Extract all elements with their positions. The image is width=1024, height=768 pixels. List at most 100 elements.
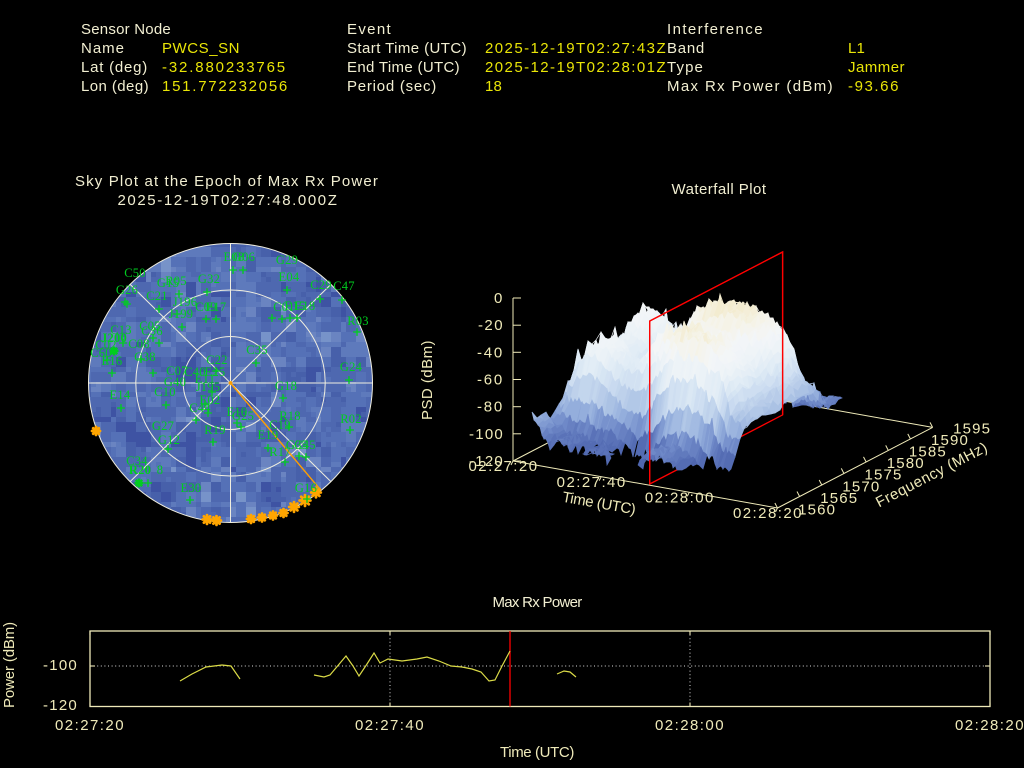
svg-text:C47: C47 [333, 279, 355, 293]
svg-text:2025-12-19T02:28:01Z: 2025-12-19T02:28:01Z [485, 59, 667, 76]
svg-text:Type: Type [667, 59, 704, 76]
svg-text:C19: C19 [269, 418, 291, 432]
svg-text:G26: G26 [116, 283, 138, 297]
svg-text:E16: E16 [102, 354, 123, 368]
svg-text:2025-12-19T02:27:43Z: 2025-12-19T02:27:43Z [485, 40, 667, 57]
svg-text:J196: J196 [173, 295, 198, 309]
svg-text:G32: G32 [198, 272, 220, 286]
svg-text:C05: C05 [139, 319, 161, 333]
svg-text:C40: C40 [184, 365, 206, 379]
svg-text:End Time (UTC): End Time (UTC) [347, 59, 460, 76]
svg-text:1580: 1580 [887, 455, 925, 472]
svg-text:G35: G35 [286, 438, 308, 452]
svg-text:R18: R18 [279, 409, 301, 423]
svg-text:Interference: Interference [667, 21, 764, 38]
svg-text:G29: G29 [276, 253, 298, 267]
svg-text:Name: Name [81, 40, 125, 57]
svg-text:C01: C01 [273, 300, 295, 314]
svg-text:E08: E08 [224, 250, 245, 264]
svg-text:1570: 1570 [842, 478, 880, 495]
svg-text:Waterfall Plot: Waterfall Plot [672, 181, 767, 198]
svg-text:G25: G25 [232, 409, 254, 423]
svg-text:Event: Event [347, 21, 392, 38]
svg-text:G12: G12 [158, 433, 180, 447]
svg-text:151.772232056: 151.772232056 [162, 78, 289, 95]
svg-text:E15: E15 [285, 299, 306, 313]
svg-text:C08: C08 [128, 337, 150, 351]
svg-text:PWCS_SN: PWCS_SN [162, 40, 240, 57]
svg-text:C35: C35 [246, 343, 268, 357]
svg-text:C50: C50 [124, 266, 146, 280]
svg-text:02:27:20: 02:27:20 [469, 458, 539, 475]
svg-text:C21: C21 [146, 289, 168, 303]
svg-text:1575: 1575 [865, 467, 903, 484]
svg-text:Sky Plot at the Epoch of Max R: Sky Plot at the Epoch of Max Rx Power [75, 173, 379, 190]
svg-text:G18: G18 [275, 379, 297, 393]
svg-text:G27: G27 [152, 419, 174, 433]
svg-text:C60: C60 [90, 346, 112, 360]
svg-text:-80: -80 [477, 399, 504, 416]
svg-text:J200: J200 [101, 331, 127, 345]
svg-text:1585: 1585 [909, 444, 947, 461]
svg-text:G15: G15 [157, 276, 179, 290]
svg-text:Max Rx Power: Max Rx Power [492, 594, 582, 611]
svg-text:02:28:00: 02:28:00 [655, 717, 725, 734]
svg-text:R17: R17 [269, 445, 291, 459]
svg-text:E10: E10 [227, 405, 248, 419]
svg-text:1560: 1560 [798, 501, 836, 518]
svg-text:G40: G40 [164, 375, 186, 389]
svg-text:J199: J199 [169, 307, 194, 321]
svg-text:PSD (dBm): PSD (dBm) [419, 340, 436, 420]
svg-text:2025-12-19T02:27:48.000Z: 2025-12-19T02:27:48.000Z [117, 192, 338, 209]
svg-text:1565: 1565 [820, 490, 858, 507]
svg-text:R20: R20 [129, 463, 151, 477]
svg-text:02:27:40: 02:27:40 [557, 474, 627, 491]
svg-text:E19: E19 [258, 428, 279, 442]
svg-text:02:28:00: 02:28:00 [645, 490, 715, 507]
svg-text:Period (sec): Period (sec) [347, 78, 437, 95]
svg-text:02:27:20: 02:27:20 [55, 717, 125, 734]
svg-text:R19: R19 [204, 423, 226, 437]
svg-text:Time (UTC): Time (UTC) [500, 744, 574, 761]
svg-text:-100: -100 [469, 426, 504, 443]
svg-text:E17: E17 [206, 300, 227, 314]
svg-text:-32.880233765: -32.880233765 [162, 59, 287, 76]
svg-text:C38: C38 [134, 350, 156, 364]
svg-text:Sensor Node: Sensor Node [81, 21, 171, 38]
svg-text:02:28:20: 02:28:20 [733, 505, 803, 522]
svg-text:C34: C34 [126, 454, 148, 468]
svg-text:8: 8 [157, 463, 164, 477]
svg-text:R02: R02 [340, 412, 362, 426]
svg-text:Max Rx Power (dBm): Max Rx Power (dBm) [667, 78, 834, 95]
svg-text:C22: C22 [206, 353, 228, 367]
svg-text:L1: L1 [848, 40, 865, 57]
svg-text:G16: G16 [295, 481, 317, 495]
svg-text:02:28:20: 02:28:20 [955, 717, 1024, 734]
svg-text:J195: J195 [196, 380, 221, 394]
svg-text:02:27:40: 02:27:40 [355, 717, 425, 734]
svg-text:E18: E18 [295, 299, 316, 313]
svg-text:G06: G06 [233, 250, 255, 264]
svg-text:1590: 1590 [931, 432, 969, 449]
svg-text:E25: E25 [205, 365, 226, 379]
svg-text:Band: Band [667, 40, 705, 57]
svg-text:-100: -100 [43, 657, 78, 674]
svg-text:C45: C45 [294, 438, 316, 452]
svg-text:-60: -60 [477, 372, 504, 389]
svg-text:-120: -120 [43, 697, 78, 714]
svg-text:Lon (deg): Lon (deg) [81, 78, 149, 95]
svg-text:-20: -20 [478, 317, 504, 334]
svg-text:1595: 1595 [953, 421, 991, 438]
svg-text:C13: C13 [110, 323, 132, 337]
svg-text:C10: C10 [154, 385, 176, 399]
svg-text:C09: C09 [195, 300, 217, 314]
svg-text:G24: G24 [340, 360, 363, 374]
svg-text:E11: E11 [195, 372, 215, 386]
svg-text:R03: R03 [347, 314, 369, 328]
svg-text:Start Time (UTC): Start Time (UTC) [347, 40, 467, 57]
svg-text:Jammer: Jammer [848, 59, 905, 76]
svg-text:E30: E30 [181, 481, 202, 495]
svg-text:C29: C29 [310, 278, 332, 292]
svg-text:18: 18 [485, 78, 502, 95]
svg-text:C36: C36 [141, 324, 163, 338]
